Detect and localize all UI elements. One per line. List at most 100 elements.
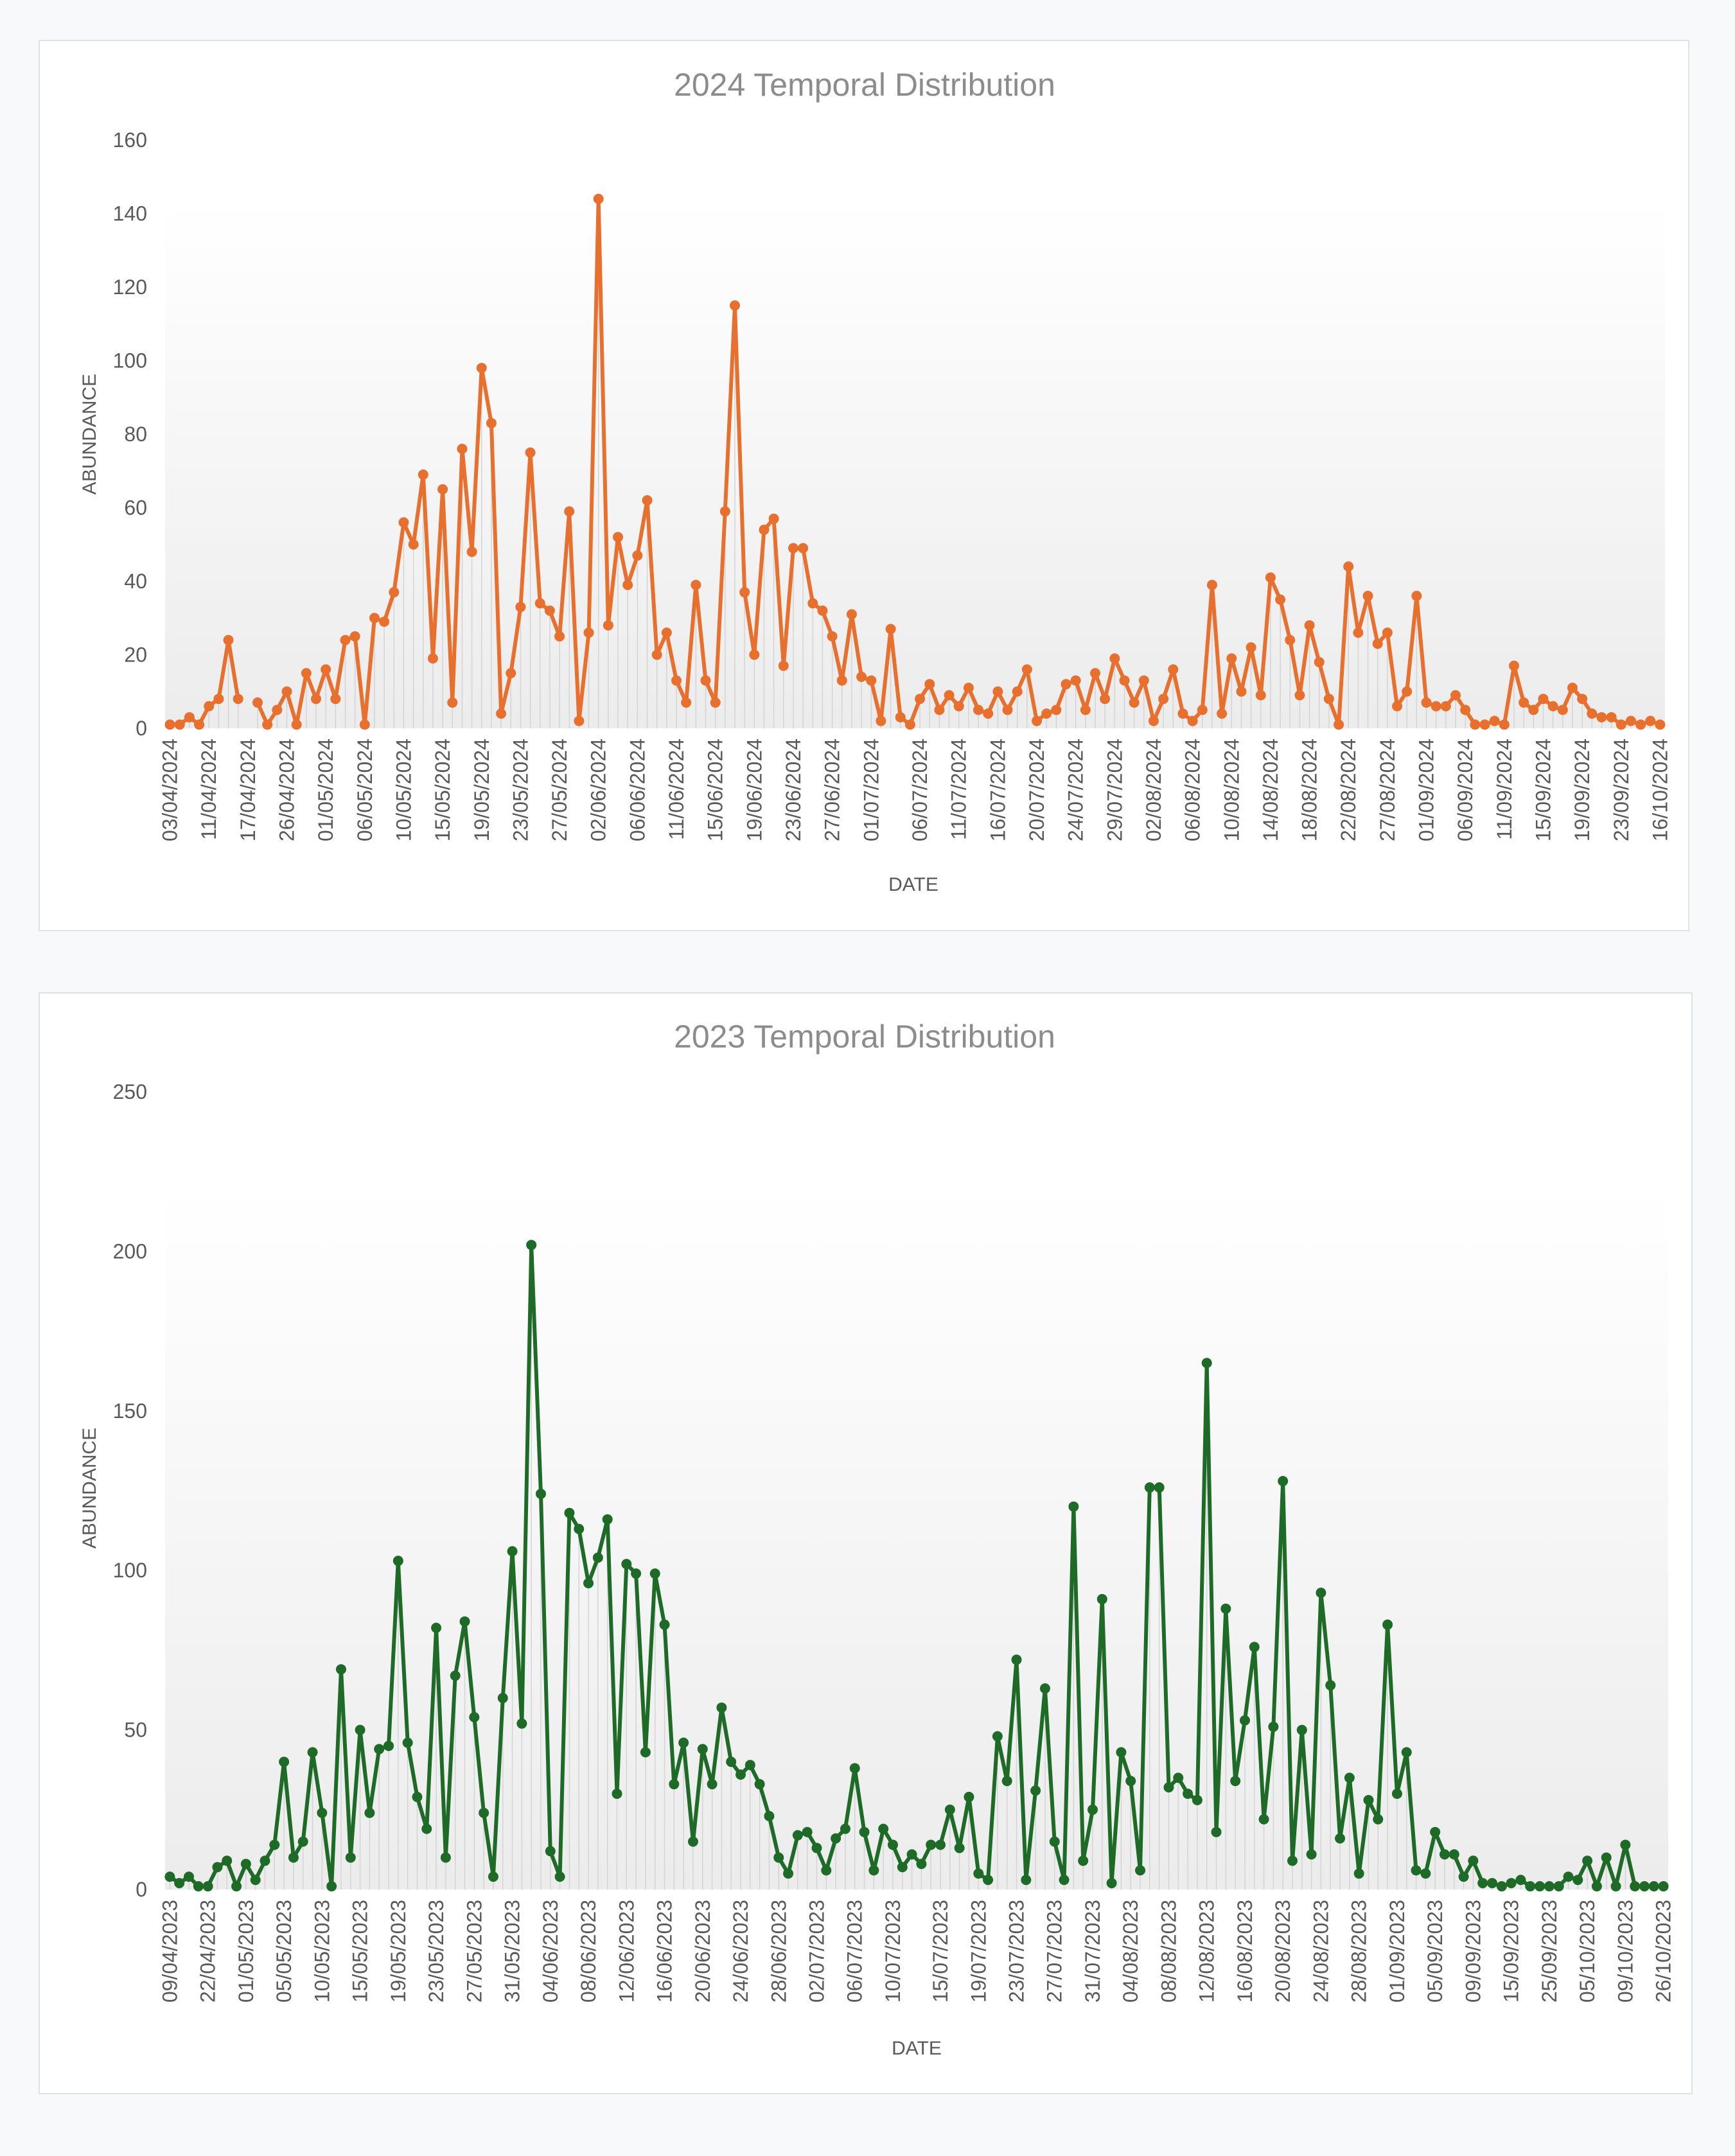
data-point (1255, 690, 1266, 701)
data-point (1116, 1747, 1127, 1758)
data-point (983, 1875, 994, 1886)
data-point (613, 532, 624, 543)
data-point (1001, 1776, 1012, 1787)
data-point (281, 686, 292, 697)
data-point (355, 1724, 365, 1735)
chart-panel-2023: 2023 Temporal Distribution ABUNDANCE DAT… (39, 992, 1693, 2094)
data-point (222, 1855, 233, 1866)
data-point (240, 1859, 251, 1870)
data-point (1278, 1476, 1289, 1487)
x-tick-label: 03/04/2024 (159, 739, 182, 841)
data-point (1391, 1788, 1402, 1799)
x-tick-label: 11/06/2024 (665, 739, 688, 840)
data-point (973, 1868, 984, 1879)
data-point (564, 506, 575, 517)
x-tick-label: 01/05/2024 (314, 739, 337, 841)
data-point (778, 660, 789, 671)
data-point (754, 1779, 765, 1790)
data-point (1645, 715, 1656, 726)
data-point (1138, 675, 1149, 686)
x-tick-label: 11/04/2024 (197, 739, 220, 840)
data-point (876, 715, 886, 726)
data-point (603, 620, 613, 631)
data-point (1508, 660, 1519, 671)
y-tick-label: 140 (113, 202, 147, 225)
data-point (935, 1839, 946, 1850)
x-axis-title: DATE (888, 874, 938, 895)
data-point (849, 1763, 860, 1774)
data-point (729, 300, 740, 311)
x-tick-label: 04/06/2023 (539, 1900, 562, 2003)
data-point (164, 719, 175, 730)
x-tick-label: 16/10/2024 (1648, 739, 1671, 841)
data-point (866, 675, 877, 686)
data-point (817, 605, 828, 616)
data-point (392, 1556, 403, 1566)
data-point (554, 1871, 565, 1882)
data-point (507, 1546, 518, 1557)
y-axis-title: ABUNDANCE (79, 374, 100, 495)
x-tick-label: 15/05/2023 (349, 1900, 372, 2003)
data-point (335, 1664, 346, 1675)
data-point (632, 550, 643, 561)
x-tick-label: 08/06/2023 (577, 1900, 600, 2003)
data-point (213, 694, 224, 705)
data-point (1528, 705, 1539, 715)
x-tick-label: 15/09/2024 (1531, 739, 1554, 841)
data-point (887, 1839, 898, 1850)
data-point (1119, 675, 1130, 686)
data-point (279, 1757, 290, 1767)
x-tick-label: 26/04/2024 (276, 739, 299, 841)
data-point (1090, 668, 1101, 679)
y-tick-label: 50 (124, 1719, 147, 1742)
data-point (340, 635, 351, 645)
data-point (1096, 1593, 1107, 1604)
x-tick-label: 24/08/2023 (1309, 1900, 1332, 2003)
data-point (252, 697, 263, 708)
x-tick-label: 11/07/2024 (947, 739, 971, 840)
data-point (1344, 1773, 1355, 1784)
x-tick-label: 27/07/2023 (1043, 1900, 1066, 2003)
y-tick-label: 200 (113, 1240, 147, 1263)
data-point (1506, 1878, 1517, 1889)
data-point (744, 1760, 755, 1771)
data-point (1587, 708, 1598, 719)
x-tick-label: 23/06/2024 (782, 739, 805, 841)
data-point (1430, 1827, 1441, 1837)
data-point (1206, 579, 1217, 590)
x-tick-label: 24/06/2023 (729, 1900, 752, 2003)
data-point (1316, 1587, 1326, 1598)
data-point (506, 668, 516, 679)
data-point (1173, 1773, 1184, 1784)
data-point (831, 1833, 841, 1844)
plot-area (165, 1186, 1668, 1889)
chart-panel-2024: 2024 Temporal Distribution ABUNDANCE DAT… (39, 40, 1689, 931)
data-point (1154, 1482, 1165, 1493)
data-point (184, 1871, 195, 1882)
data-point (486, 417, 497, 428)
data-point (1616, 719, 1626, 730)
data-point (1163, 1782, 1174, 1793)
data-point (1080, 705, 1091, 715)
data-point (1572, 1875, 1583, 1886)
x-tick-label: 06/09/2024 (1454, 739, 1477, 841)
data-point (398, 517, 409, 528)
data-point (916, 1859, 927, 1870)
data-point (1239, 1715, 1250, 1726)
data-point (291, 719, 302, 730)
data-point (349, 631, 360, 642)
x-tick-label: 10/05/2023 (310, 1900, 333, 2003)
data-point (204, 701, 215, 712)
data-point (1458, 1871, 1469, 1882)
x-tick-label: 16/08/2023 (1233, 1900, 1256, 2003)
data-point (1275, 594, 1286, 605)
data-point (798, 543, 809, 554)
data-point (1553, 1881, 1564, 1892)
data-point (554, 631, 565, 642)
data-point (640, 1747, 651, 1758)
data-point (811, 1843, 822, 1854)
data-point (231, 1881, 242, 1892)
x-tick-label: 14/08/2024 (1259, 739, 1282, 841)
line-chart-2024: 2024 Temporal Distribution ABUNDANCE DAT… (79, 67, 1671, 895)
x-tick-label: 20/08/2023 (1271, 1900, 1294, 2003)
